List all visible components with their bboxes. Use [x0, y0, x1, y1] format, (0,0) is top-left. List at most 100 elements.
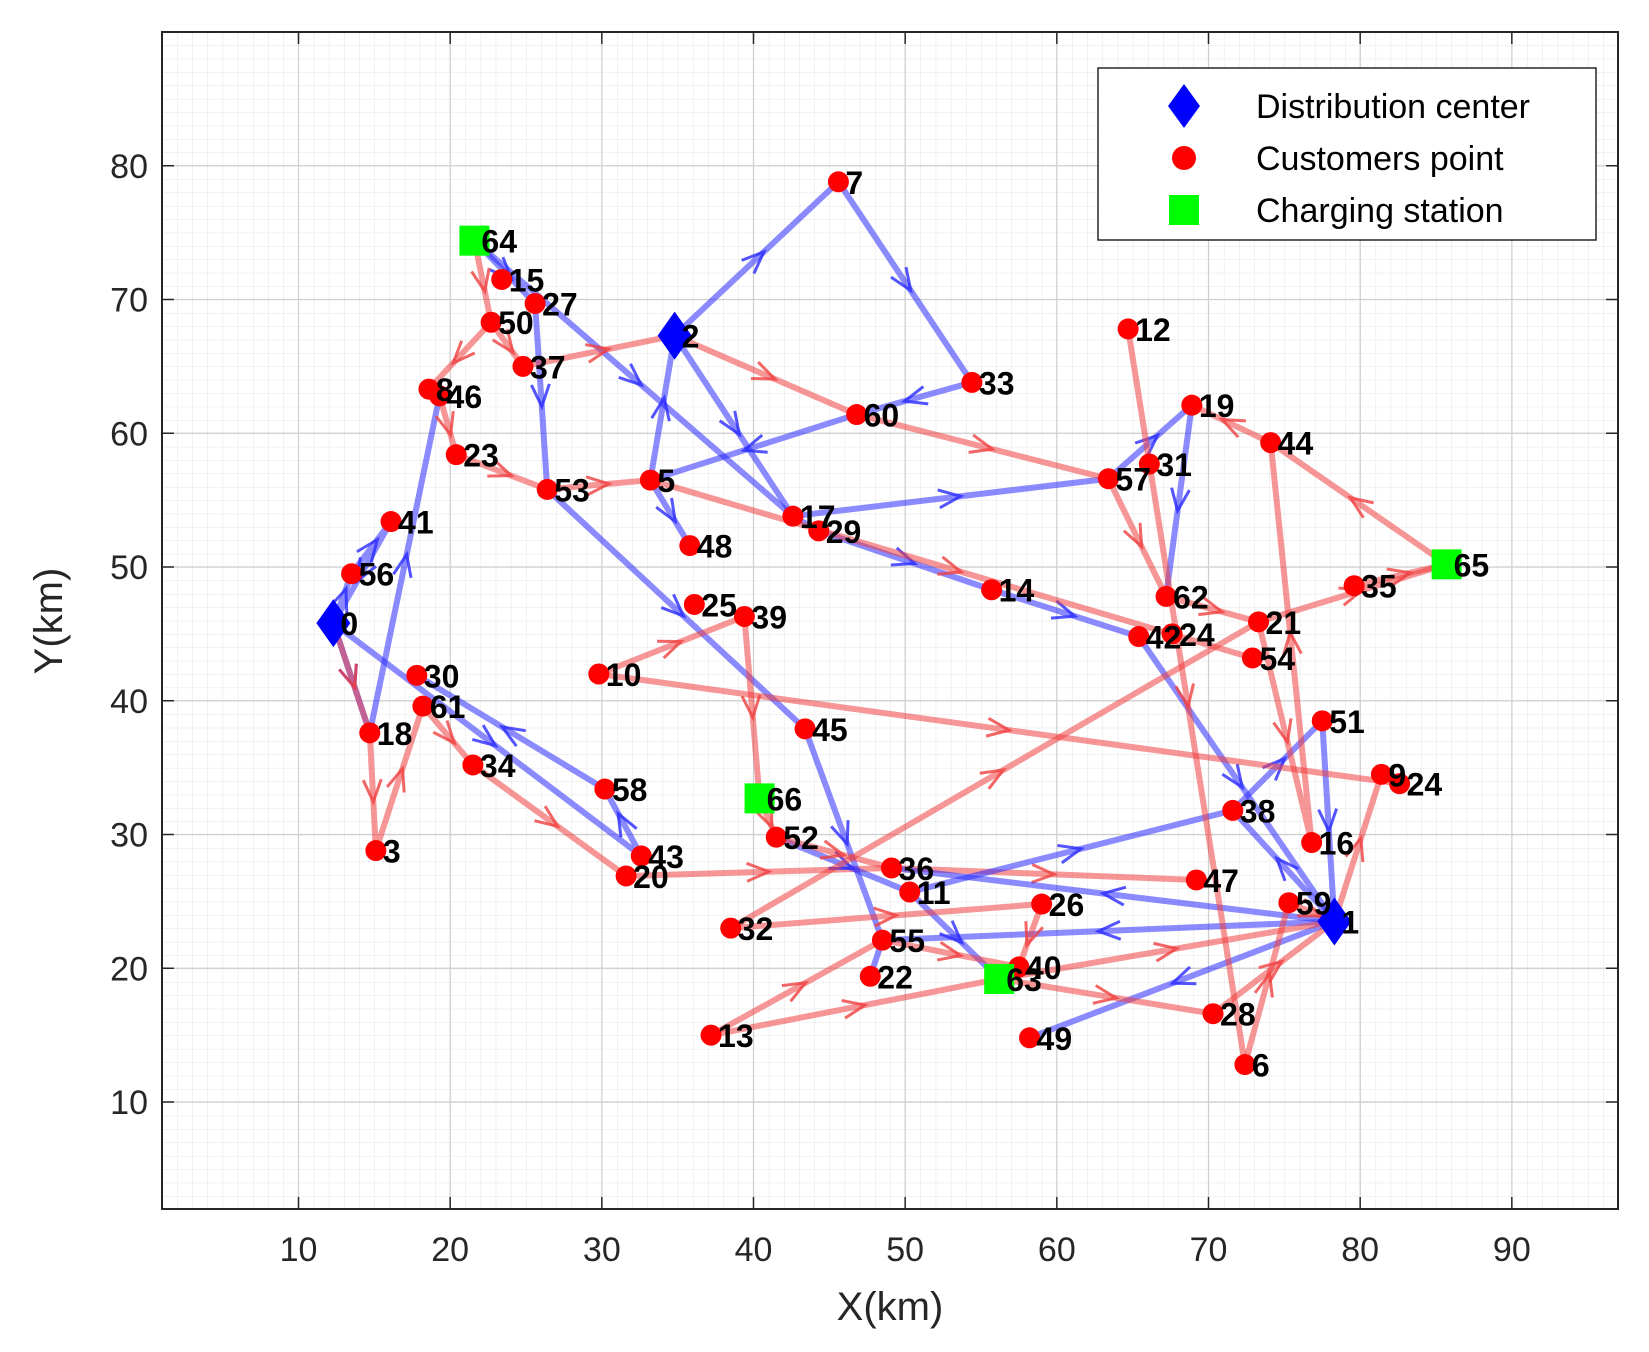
blue-route-arrow — [937, 488, 965, 510]
charging-station-marker — [1431, 549, 1462, 580]
red-route-arrow — [1347, 495, 1374, 519]
x-tick-label: 30 — [583, 1231, 621, 1269]
y-tick-label: 30 — [110, 817, 148, 855]
node-label: 17 — [800, 499, 836, 535]
node-label: 50 — [498, 305, 534, 341]
node-label: 5 — [657, 463, 675, 499]
blue-route-line — [647, 332, 1195, 600]
y-tick-label: 20 — [110, 950, 148, 988]
node-label: 11 — [917, 875, 951, 911]
red-route-arrow — [487, 458, 515, 478]
customer-marker — [412, 695, 434, 717]
red-route-arrow — [841, 999, 869, 1020]
node-label: 13 — [718, 1018, 754, 1054]
blue-route-line — [906, 807, 1236, 896]
customer-marker — [871, 929, 893, 951]
node-label: 19 — [1199, 388, 1235, 424]
customer-marker — [700, 1024, 722, 1046]
node-label: 57 — [1115, 462, 1151, 498]
red-route-arrow — [1297, 898, 1325, 918]
red-route-arrow — [470, 267, 491, 296]
blue-route-line — [471, 237, 1338, 925]
blue-route-arrow — [1099, 885, 1127, 907]
blue-route-arrow — [741, 249, 767, 275]
node-label: 36 — [899, 851, 935, 887]
node-label: 65 — [1454, 547, 1490, 583]
node-label: 47 — [1203, 863, 1239, 899]
red-route-arrow — [491, 328, 516, 356]
blue-route-arrow — [650, 394, 671, 422]
red-route-arrow — [936, 941, 965, 962]
customer-marker — [524, 293, 546, 315]
node-label: 63 — [1006, 962, 1042, 998]
red-route-arrow — [873, 906, 901, 928]
node-label: 66 — [767, 781, 803, 817]
blue-route-arrow — [392, 550, 413, 579]
node-label: 40 — [1026, 950, 1062, 986]
blue-route-arrow — [498, 724, 526, 747]
blue-route-arrow — [655, 497, 678, 525]
blue-route-arrow — [1057, 843, 1085, 865]
customer-marker — [881, 857, 903, 879]
node-label: 31 — [1156, 447, 1192, 483]
red-route-line — [1351, 561, 1450, 589]
customer-marker — [1260, 432, 1282, 454]
node-label: 61 — [430, 689, 466, 725]
legend-marker-square — [1169, 195, 1199, 225]
blue-route-arrow — [471, 724, 499, 748]
blue-route-line — [330, 620, 645, 859]
red-route-arrow — [1253, 970, 1274, 998]
node-label: 7 — [845, 165, 863, 201]
node-label: 38 — [1240, 793, 1276, 829]
node-label: 52 — [783, 820, 819, 856]
blue-route-arrow — [1050, 599, 1079, 620]
node-label: 3 — [383, 834, 401, 870]
node-label: 15 — [509, 262, 545, 298]
customer-marker — [445, 444, 467, 466]
distribution-center-marker — [657, 311, 692, 360]
node-label: 53 — [554, 472, 590, 508]
customer-marker — [1019, 1027, 1041, 1049]
red-route-arrow — [434, 411, 455, 439]
red-route-arrow — [1024, 921, 1044, 949]
blue-route-arrow — [530, 383, 551, 411]
blue-route-arrow — [1170, 487, 1191, 515]
red-route-arrow — [657, 639, 685, 660]
blue-route-arrow — [618, 363, 645, 388]
customer-marker — [1278, 892, 1300, 914]
red-route-arrow — [1174, 683, 1195, 711]
node-label: 22 — [877, 959, 913, 995]
node-label: 46 — [447, 379, 483, 415]
node-label: 29 — [826, 514, 862, 550]
customer-marker — [1241, 647, 1263, 669]
red-route-arrow — [1344, 834, 1365, 863]
customer-marker — [1248, 611, 1270, 633]
customer-marker — [679, 535, 701, 557]
y-tick-label: 60 — [110, 415, 148, 453]
red-route-arrow — [1092, 984, 1120, 1005]
blue-route-arrow — [1274, 855, 1299, 882]
x-tick-label: 80 — [1341, 1231, 1379, 1269]
customer-marker — [462, 754, 484, 776]
node-label: 24 — [1179, 617, 1215, 653]
blue-route-arrow — [900, 385, 929, 406]
node-label: 0 — [340, 606, 358, 642]
customer-marker — [765, 826, 787, 848]
red-route-arrow — [534, 805, 561, 829]
charging-station-marker — [984, 963, 1015, 994]
node-label: 8 — [436, 372, 454, 408]
node-label: 9 — [1388, 757, 1406, 793]
node-label: 18 — [377, 716, 413, 752]
blue-route-arrow — [1221, 763, 1245, 791]
customer-marker — [981, 579, 1003, 601]
node-label: 64 — [481, 224, 517, 260]
blue-route-arrow — [356, 536, 380, 563]
red-route-arrow — [1198, 596, 1226, 617]
customer-marker — [1097, 468, 1119, 490]
red-route-arrow — [985, 716, 1014, 738]
red-route-arrow — [584, 343, 613, 364]
node-label: 37 — [530, 349, 566, 385]
red-route-arrow — [338, 663, 358, 692]
blue-route-line — [1026, 918, 1338, 1041]
